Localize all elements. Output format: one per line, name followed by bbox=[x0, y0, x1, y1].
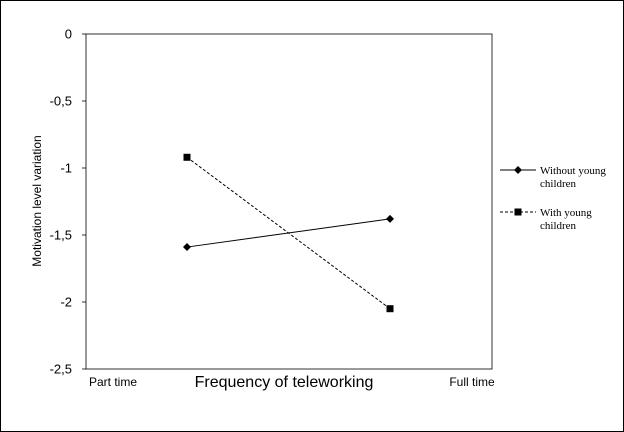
x-category-label: Full time bbox=[449, 375, 495, 389]
x-category-label: Part time bbox=[89, 375, 137, 389]
x-axis-categories: Part time Full time bbox=[89, 375, 495, 389]
y-axis-ticks: 0 -0,5 -1 -1,5 -2 -2,5 bbox=[50, 27, 86, 377]
data-point-diamond bbox=[183, 243, 191, 252]
y-tick-label: -2,5 bbox=[50, 362, 72, 377]
data-point-square bbox=[514, 208, 522, 216]
y-tick-label: 0 bbox=[65, 27, 72, 42]
data-point-diamond bbox=[514, 166, 522, 174]
y-tick-label: -2 bbox=[60, 295, 72, 310]
series-line bbox=[186, 156, 391, 310]
y-tick-label: -1,5 bbox=[50, 228, 72, 243]
y-tick-label: -0,5 bbox=[50, 94, 72, 109]
series-layer bbox=[183, 153, 394, 313]
data-point-diamond bbox=[386, 214, 394, 223]
x-axis-label: Frequency of teleworking bbox=[195, 374, 374, 391]
legend: Without young children With young children bbox=[500, 165, 606, 232]
y-tick-label: -1 bbox=[60, 161, 72, 176]
plot-area bbox=[85, 33, 493, 370]
data-point-square bbox=[386, 305, 394, 313]
legend-label: With young children bbox=[540, 207, 592, 232]
y-axis-label: Motivation level variation bbox=[30, 135, 44, 266]
data-point-square bbox=[183, 153, 191, 161]
legend-label: Without young children bbox=[540, 165, 606, 190]
